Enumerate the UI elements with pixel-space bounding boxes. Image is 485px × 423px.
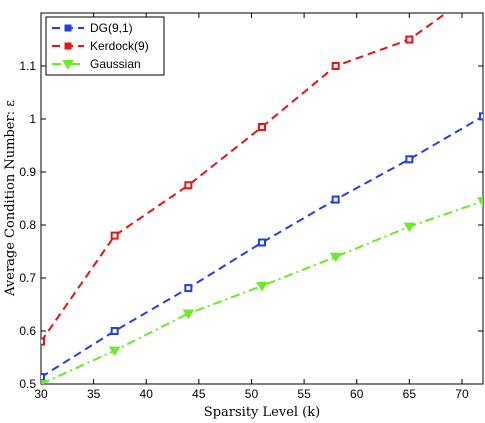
legend-label: DG(9,1) xyxy=(90,21,133,35)
x-tick-label: 35 xyxy=(87,387,101,401)
x-tick-label: 60 xyxy=(350,387,364,401)
y-tick-label: 0.6 xyxy=(19,324,36,338)
series-marker xyxy=(41,337,45,346)
series-marker xyxy=(110,327,119,335)
y-tick-label: 0.8 xyxy=(19,218,36,232)
x-tick-label: 50 xyxy=(245,387,259,401)
series-marker xyxy=(329,252,342,263)
series-marker xyxy=(182,309,195,319)
series-marker xyxy=(184,181,193,190)
y-tick-label: 1 xyxy=(29,112,36,126)
x-axis: 30 35 40 45 50 55 60 65 70 xyxy=(34,13,469,401)
y-tick-label: 0.5 xyxy=(19,377,36,391)
series-marker xyxy=(331,62,340,70)
y-tick-label: 0.9 xyxy=(19,165,36,179)
series-marker xyxy=(403,222,416,233)
y-axis: 0.5 0.6 0.7 0.8 0.9 1 1.1 xyxy=(19,59,483,391)
series-marker xyxy=(258,122,266,131)
series-marker xyxy=(41,373,45,382)
x-tick-label: 65 xyxy=(403,387,417,401)
series-group xyxy=(41,112,483,382)
series-marker xyxy=(258,238,266,247)
x-axis-title: Sparsity Level (k) xyxy=(204,405,320,420)
series-layer xyxy=(41,13,483,384)
legend-label: Kerdock(9) xyxy=(90,39,149,53)
legend-label: Gaussian xyxy=(90,57,141,71)
series-marker xyxy=(110,231,119,240)
series-marker xyxy=(62,60,74,70)
series-marker xyxy=(41,380,47,384)
x-tick-label: 30 xyxy=(34,387,48,401)
x-tick-label: 70 xyxy=(455,387,469,401)
x-tick-label: 45 xyxy=(192,387,206,401)
series-marker xyxy=(405,155,414,164)
series-marker xyxy=(477,197,483,207)
series-group xyxy=(41,197,483,384)
legend-marker xyxy=(64,24,72,32)
x-tick-label: 40 xyxy=(140,387,154,401)
x-tick-label: 55 xyxy=(297,387,311,401)
series-marker xyxy=(108,346,121,357)
legend-marker xyxy=(64,42,72,50)
series-marker xyxy=(256,281,268,292)
y-tick-label: 0.7 xyxy=(19,271,36,285)
series-marker xyxy=(331,195,340,204)
y-axis-title: Average Condition Number: ε xyxy=(3,100,18,297)
y-tick-label: 1.1 xyxy=(19,59,36,73)
series-marker xyxy=(405,35,414,44)
legend: DG(9,1) Kerdock(9) Gaussian xyxy=(45,16,165,76)
series-group xyxy=(41,13,448,346)
series-marker xyxy=(184,284,193,293)
series-marker xyxy=(479,112,483,121)
